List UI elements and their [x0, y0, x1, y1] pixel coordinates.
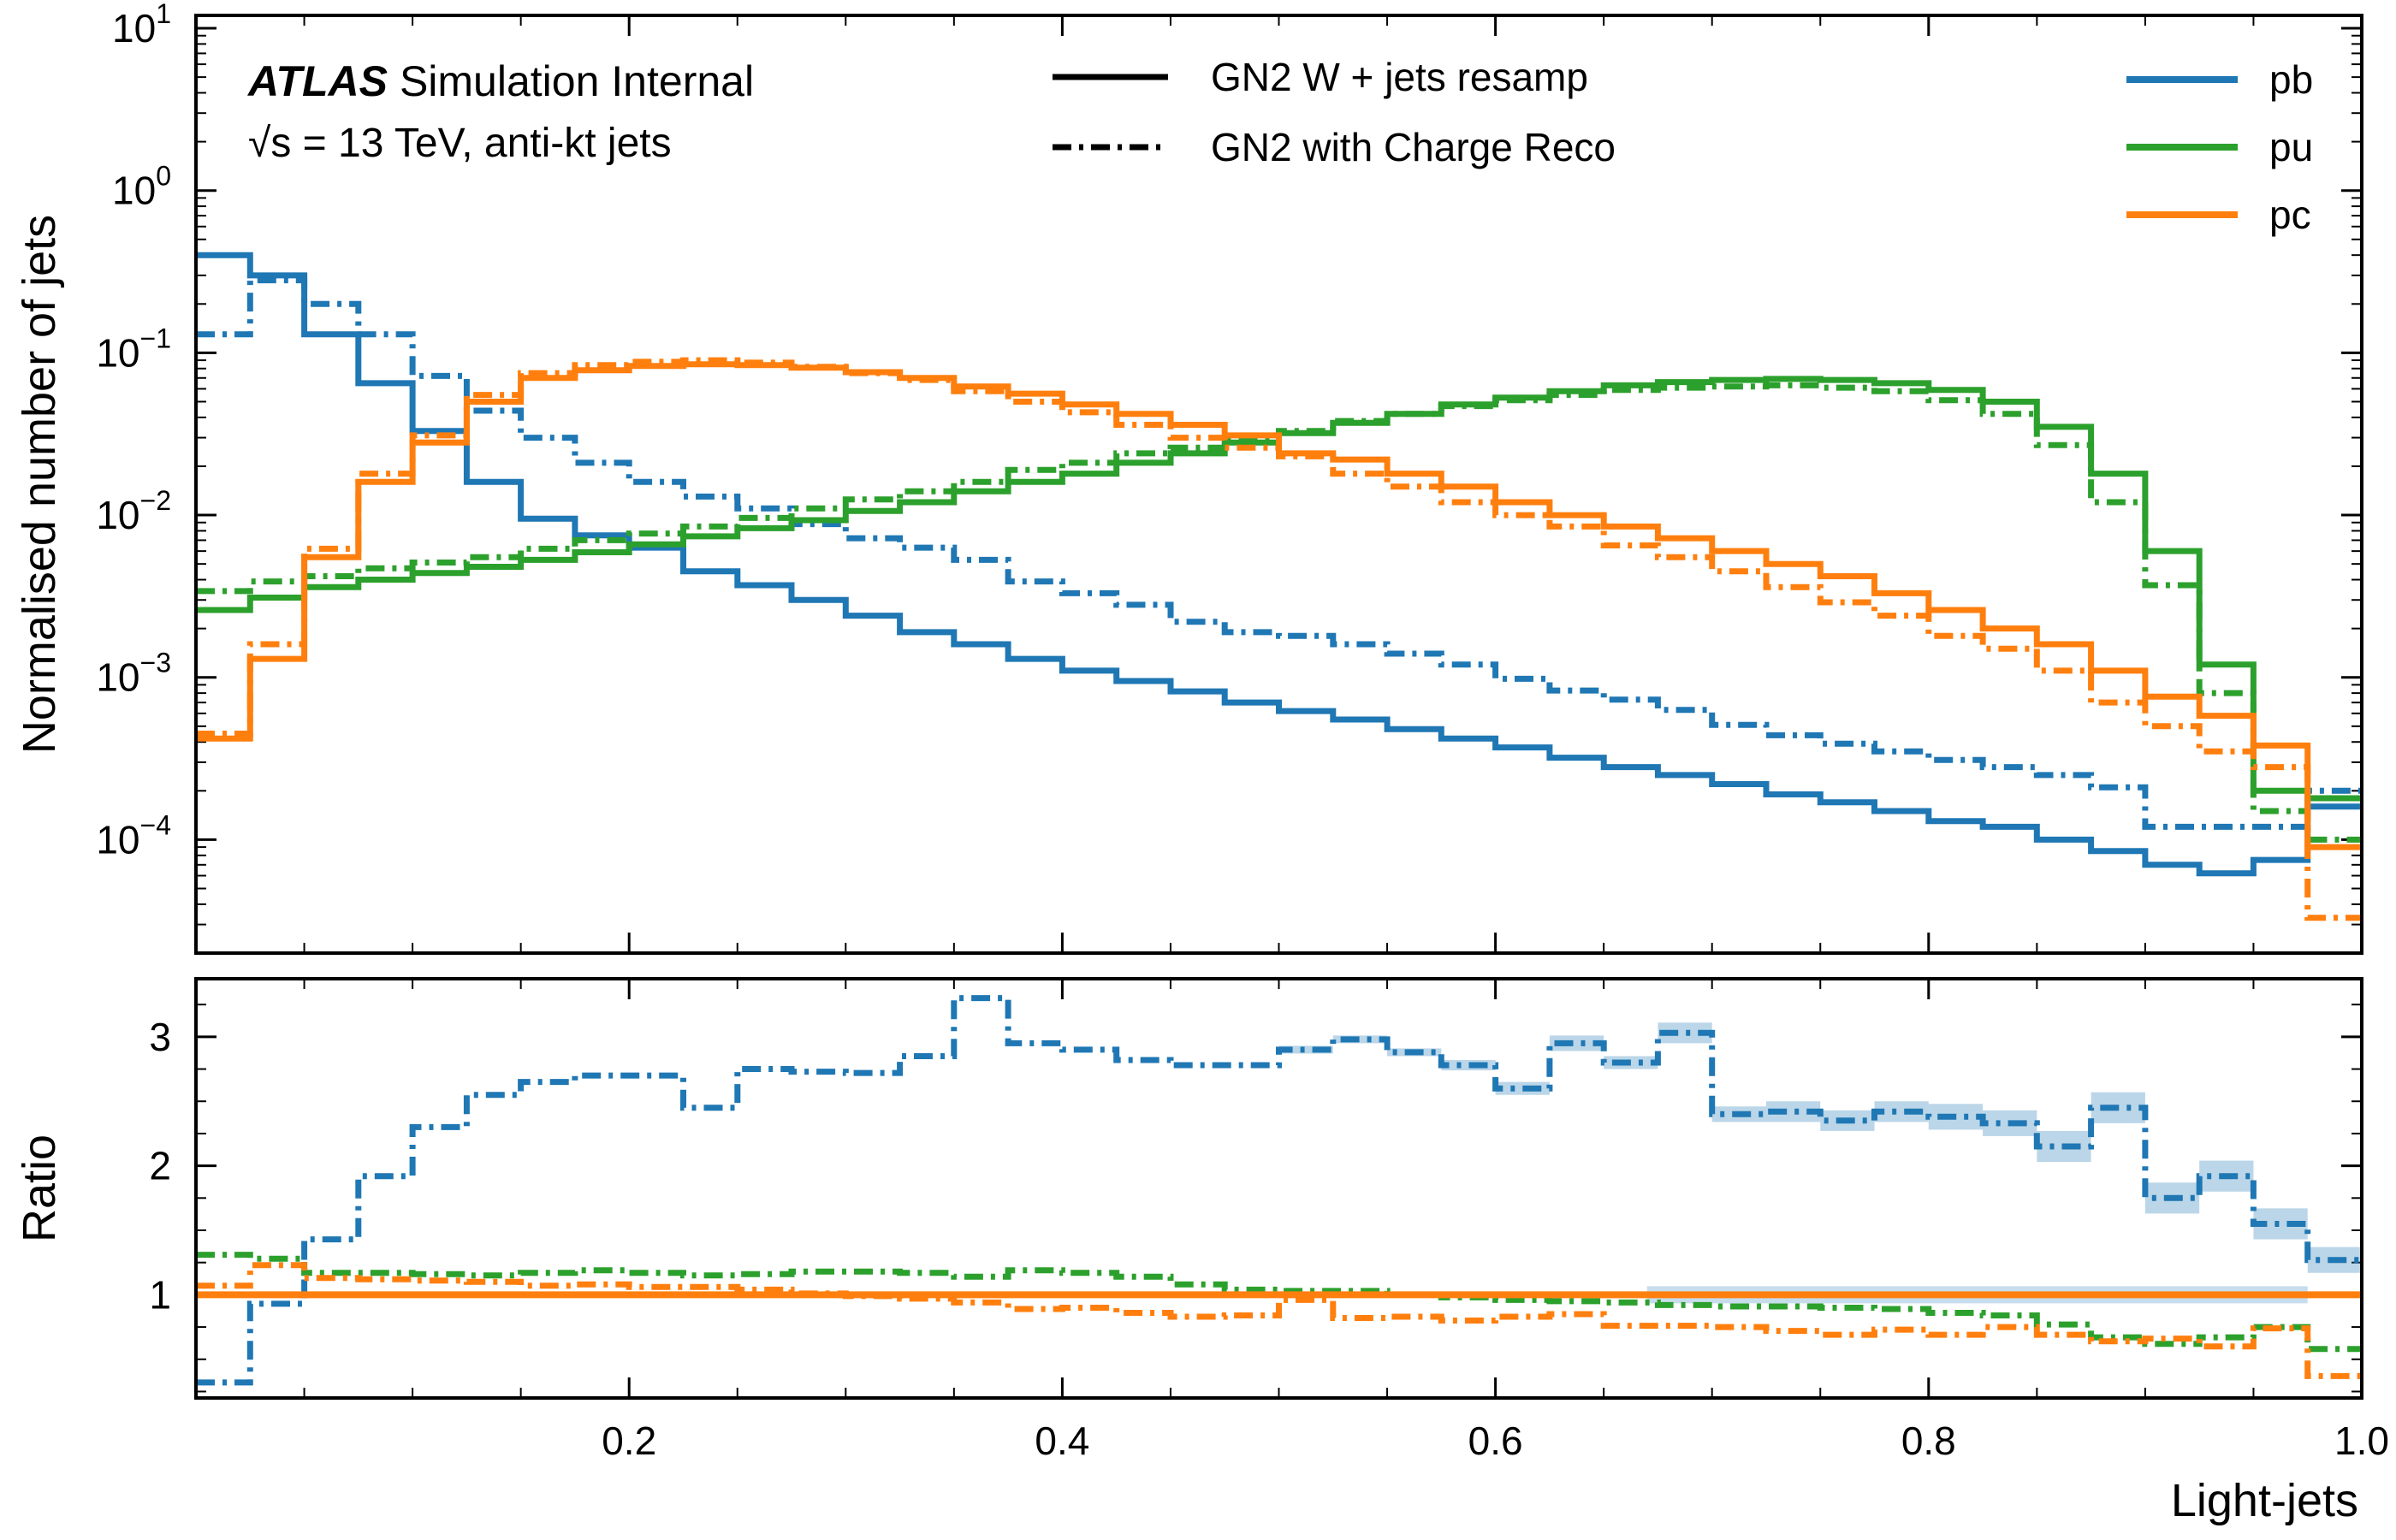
ratio-band-pb — [1278, 1045, 1333, 1054]
energy-label: √s = 13 TeV, anti-kt jets — [248, 121, 672, 166]
color-legend: pb pu pc — [2126, 57, 2313, 237]
ratio-series-pu — [196, 1252, 2362, 1353]
series-pc-dashdot — [196, 357, 2362, 921]
ratio-panel: 1 2 3 0.2 0.4 0.6 0.8 1.0 Ratio Light-jets — [14, 977, 2389, 1526]
ratio-xtick-labels: 0.2 0.4 0.6 0.8 1.0 — [602, 1419, 2389, 1463]
ratio-band-pb — [1549, 1035, 1604, 1051]
series-pb-solid — [196, 252, 2362, 877]
legend-pb-label: pb — [2269, 57, 2313, 102]
xtick-label: 0.6 — [1468, 1419, 1523, 1463]
main-ytick-labels: 10−4 10−3 10−2 10−1 100 101 — [96, 0, 171, 862]
ratio-ytick-label: 2 — [149, 1144, 171, 1188]
xtick-label: 1.0 — [2334, 1419, 2389, 1463]
main-ytick-label: 10−4 — [96, 809, 171, 862]
ratio-band-pb — [1495, 1081, 1550, 1095]
main-ytick-label: 10−2 — [96, 485, 171, 537]
ratio-ytick-labels: 1 2 3 — [149, 1015, 171, 1318]
main-ytick-label: 101 — [112, 0, 171, 50]
ratio-frame — [194, 977, 2363, 1400]
legend-pu-label: pu — [2269, 125, 2313, 169]
main-series — [196, 252, 2362, 921]
main-panel: 10−4 10−3 10−2 10−1 100 101 Normalised number… — [14, 0, 2363, 955]
style-legend: GN2 W + jets resamp GN2 with Charge Reco — [1053, 55, 1616, 169]
atlas-label: ATLAS Simulation Internal — [246, 57, 754, 105]
legend-pc-label: pc — [2269, 192, 2311, 237]
series-pc-solid — [196, 361, 2362, 850]
ratio-series-pb — [196, 995, 2362, 1386]
main-frame — [194, 14, 2363, 955]
ratio-ytick-label: 1 — [149, 1272, 171, 1317]
main-ytick-label: 100 — [112, 161, 171, 213]
ratio-band-pb — [1332, 1035, 1388, 1044]
xtick-label: 0.2 — [602, 1419, 656, 1463]
xtick-label: 0.4 — [1035, 1419, 1089, 1463]
xtick-label: 0.8 — [1901, 1419, 1956, 1463]
style-legend-dashdot-label: GN2 with Charge Reco — [1211, 125, 1616, 169]
ratio-series-pc — [196, 1262, 2362, 1379]
main-ylabel: Normalised number of jets — [14, 215, 65, 754]
series-pb-dashdot — [196, 277, 2362, 830]
ratio-ytick-label: 3 — [149, 1015, 171, 1059]
main-ytick-label: 10−1 — [96, 323, 171, 375]
main-ytick-label: 10−3 — [96, 648, 171, 700]
x-axis-label: Light-jets — [2171, 1475, 2358, 1526]
ratio-series — [196, 995, 2362, 1386]
style-legend-solid-label: GN2 W + jets resamp — [1211, 55, 1588, 99]
ratio-ylabel: Ratio — [14, 1134, 65, 1242]
